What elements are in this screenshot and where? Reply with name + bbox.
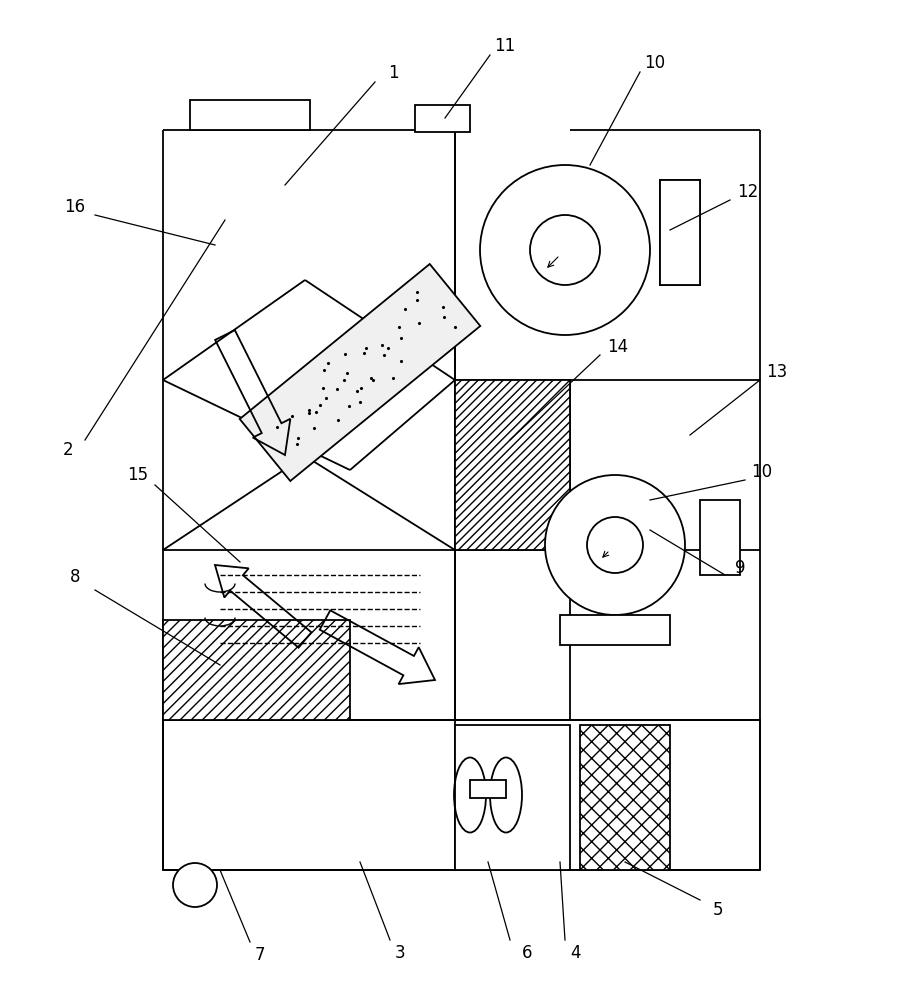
Circle shape xyxy=(173,863,217,907)
Circle shape xyxy=(530,215,600,285)
Text: 10: 10 xyxy=(644,54,665,72)
Text: 11: 11 xyxy=(494,37,516,55)
Text: 16: 16 xyxy=(64,198,86,216)
Bar xyxy=(455,725,570,870)
Text: 15: 15 xyxy=(128,466,148,484)
Bar xyxy=(163,130,760,870)
Text: 8: 8 xyxy=(70,568,81,586)
Bar xyxy=(660,180,700,285)
Text: 12: 12 xyxy=(738,183,758,201)
Text: 5: 5 xyxy=(713,901,723,919)
Text: 1: 1 xyxy=(387,64,398,82)
Bar xyxy=(560,615,670,645)
Bar xyxy=(660,180,700,285)
Bar xyxy=(163,620,350,720)
Text: 13: 13 xyxy=(767,363,787,381)
Bar xyxy=(455,380,570,550)
Text: 2: 2 xyxy=(62,441,73,459)
Circle shape xyxy=(587,517,643,573)
Text: 14: 14 xyxy=(607,338,629,356)
Text: 7: 7 xyxy=(254,946,265,964)
Bar xyxy=(163,720,760,870)
Bar xyxy=(470,780,506,798)
Text: 10: 10 xyxy=(751,463,773,481)
Text: 9: 9 xyxy=(735,559,745,577)
Circle shape xyxy=(480,165,650,335)
Bar xyxy=(190,100,310,130)
Bar xyxy=(415,105,470,132)
Text: 4: 4 xyxy=(570,944,580,962)
Text: 3: 3 xyxy=(395,944,405,962)
Bar xyxy=(580,725,670,870)
Bar xyxy=(700,500,740,575)
Polygon shape xyxy=(240,264,481,481)
Circle shape xyxy=(545,475,685,615)
Text: 6: 6 xyxy=(522,944,532,962)
